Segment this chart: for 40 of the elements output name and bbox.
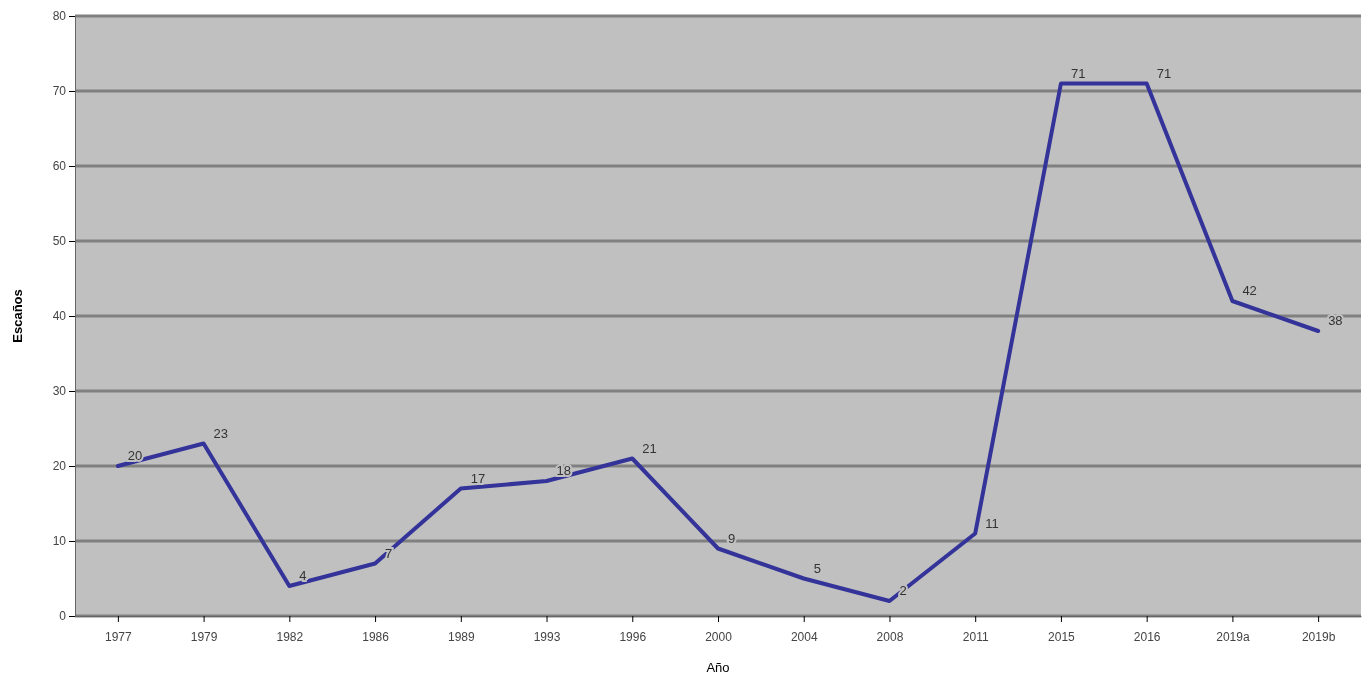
data-label: 18 xyxy=(556,463,571,478)
y-tick-label: 60 xyxy=(52,159,67,174)
x-tick-label: 2015 xyxy=(1048,629,1076,644)
y-tick-label: 30 xyxy=(52,384,67,399)
x-tick-label: 2000 xyxy=(705,629,733,644)
x-tick-label: 1986 xyxy=(362,629,390,644)
x-tick-label: 2019b xyxy=(1301,629,1336,644)
x-tick-label: 1993 xyxy=(533,629,561,644)
data-label: 71 xyxy=(1070,65,1086,81)
data-label: 11 xyxy=(985,515,999,531)
data-label: 9 xyxy=(728,530,736,546)
x-tick-label: 2008 xyxy=(876,629,904,644)
data-label: 23 xyxy=(213,425,229,441)
y-tick-label: 10 xyxy=(52,534,67,549)
data-label: 38 xyxy=(1328,313,1343,328)
line-series xyxy=(115,81,1321,603)
x-tick-label: 1982 xyxy=(276,629,304,644)
data-label: 21 xyxy=(642,440,657,456)
y-axis-title: Escaños xyxy=(10,289,25,343)
x-tick-label: 1977 xyxy=(105,629,133,644)
x-tick-label: 1979 xyxy=(190,629,218,644)
y-tick-label: 20 xyxy=(52,459,67,474)
data-label: 4 xyxy=(299,568,307,583)
y-tick-label: 40 xyxy=(52,309,67,324)
data-label: 17 xyxy=(470,470,486,486)
x-tick-label: 2004 xyxy=(790,629,818,644)
y-tick-label: 80 xyxy=(52,9,67,24)
y-tick-label: 50 xyxy=(52,234,67,249)
data-label: 42 xyxy=(1242,283,1257,298)
y-tick-label: 0 xyxy=(59,609,67,624)
x-tick-label: 2016 xyxy=(1133,629,1161,644)
data-label: 71 xyxy=(1156,65,1172,81)
x-tick-label: 1989 xyxy=(447,629,475,644)
x-tick-label: 1996 xyxy=(619,629,647,644)
y-tick-label: 70 xyxy=(52,84,67,99)
x-axis-title: Año xyxy=(706,660,730,675)
data-label: 20 xyxy=(127,448,143,463)
x-tick-label: 2011 xyxy=(962,629,989,644)
data-label: 5 xyxy=(813,560,821,576)
x-tick-label: 2019a xyxy=(1216,629,1250,644)
